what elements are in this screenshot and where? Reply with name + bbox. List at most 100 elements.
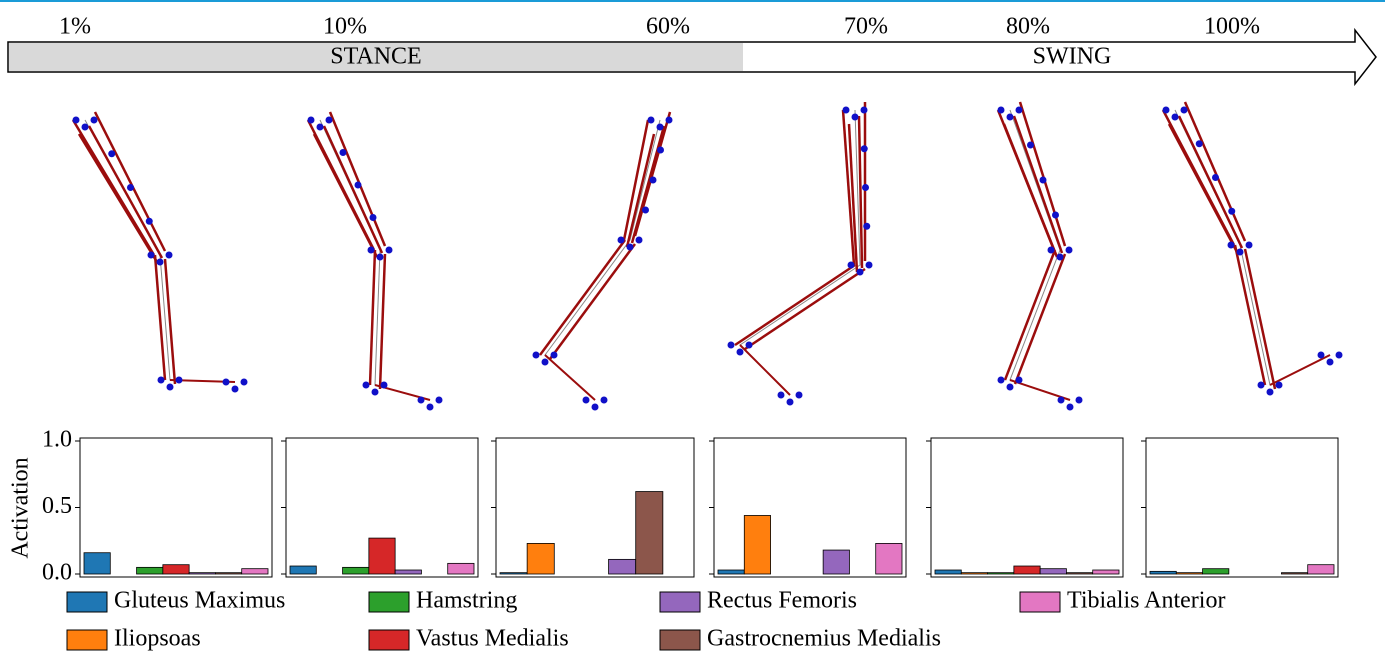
marker	[860, 106, 868, 114]
legend-swatch	[659, 629, 701, 651]
marker	[175, 376, 183, 384]
bone	[544, 119, 661, 401]
muscle	[1012, 115, 1064, 254]
muscle	[77, 133, 159, 263]
marker	[166, 383, 174, 391]
legend-swatch	[368, 591, 410, 613]
marker	[1057, 396, 1065, 404]
bar	[83, 552, 111, 575]
muscle	[744, 267, 866, 351]
marker	[1047, 246, 1055, 254]
bar	[136, 566, 164, 575]
bar	[1013, 565, 1041, 575]
bar	[447, 562, 475, 575]
muscle	[1003, 249, 1057, 381]
marker	[339, 149, 347, 156]
marker	[997, 376, 1005, 384]
marker	[1180, 106, 1188, 114]
plot-frame	[930, 437, 1124, 578]
marker	[600, 396, 608, 404]
muscle	[544, 354, 596, 401]
marker	[157, 376, 165, 384]
muscle	[622, 119, 650, 241]
marker	[371, 388, 379, 396]
bar	[875, 543, 903, 575]
marker	[369, 214, 377, 221]
bar	[368, 537, 396, 575]
bar	[162, 564, 190, 575]
marker	[417, 396, 425, 404]
marker	[362, 381, 370, 389]
stance-fill	[9, 43, 743, 71]
bar	[1039, 568, 1067, 575]
muscle	[312, 133, 379, 258]
marker	[795, 391, 803, 399]
muscle	[1183, 101, 1247, 242]
bar	[1281, 572, 1309, 575]
muscle	[1013, 253, 1067, 385]
marker	[842, 106, 850, 114]
marker	[90, 116, 98, 124]
y-axis-label: Activation	[8, 457, 34, 558]
y-tick-label: 0.0	[42, 560, 72, 586]
marker	[997, 106, 1005, 114]
bone	[739, 109, 861, 396]
legend-label: Gluteus Maximus	[114, 588, 285, 614]
bar	[1175, 572, 1203, 575]
marker	[145, 217, 153, 225]
bar	[394, 569, 422, 575]
bar	[717, 569, 745, 575]
marker	[649, 176, 657, 184]
marker	[1275, 381, 1283, 389]
muscle	[1167, 123, 1239, 253]
marker	[435, 396, 443, 404]
stance-label: STANCE	[330, 44, 421, 70]
y-tick-label: 0.5	[42, 493, 72, 519]
phase-percent: 60%	[646, 14, 690, 40]
marker	[657, 146, 664, 154]
muscle	[847, 123, 859, 273]
muscle	[1177, 115, 1244, 249]
marker	[1245, 241, 1253, 249]
marker	[656, 123, 664, 131]
muscle	[378, 253, 387, 390]
legend-label: Rectus Femoris	[707, 588, 857, 614]
bar	[1066, 572, 1094, 575]
muscle	[328, 111, 387, 247]
legend-swatch	[66, 629, 108, 651]
legend-swatch	[659, 591, 701, 613]
legend-label: Hamstring	[416, 588, 517, 614]
phase-percent: 100%	[1204, 14, 1260, 40]
marker	[325, 116, 333, 124]
marker	[1006, 383, 1014, 391]
legend-swatch	[66, 591, 108, 613]
muscle	[857, 115, 864, 269]
marker	[165, 251, 173, 259]
plot-frame	[1145, 437, 1339, 578]
marker	[1015, 106, 1023, 114]
bar	[608, 558, 637, 575]
marker	[1317, 351, 1325, 359]
marker	[617, 236, 625, 244]
bar	[743, 515, 771, 575]
marker	[665, 116, 673, 124]
phase-percent: 80%	[1006, 14, 1050, 40]
marker	[108, 150, 116, 158]
marker	[307, 116, 315, 124]
marker	[1236, 248, 1244, 256]
marker	[1066, 403, 1074, 411]
marker	[1065, 246, 1073, 254]
muscle	[1002, 123, 1059, 258]
bar	[635, 491, 664, 575]
bar	[934, 569, 962, 575]
marker	[1056, 253, 1064, 261]
marker	[550, 351, 558, 359]
bar	[1307, 564, 1335, 575]
legend-label: Tibialis Anterior	[1067, 588, 1225, 614]
marker	[367, 246, 375, 254]
marker	[231, 385, 239, 393]
muscle	[163, 258, 177, 385]
marker	[156, 258, 164, 266]
marker	[582, 396, 590, 404]
